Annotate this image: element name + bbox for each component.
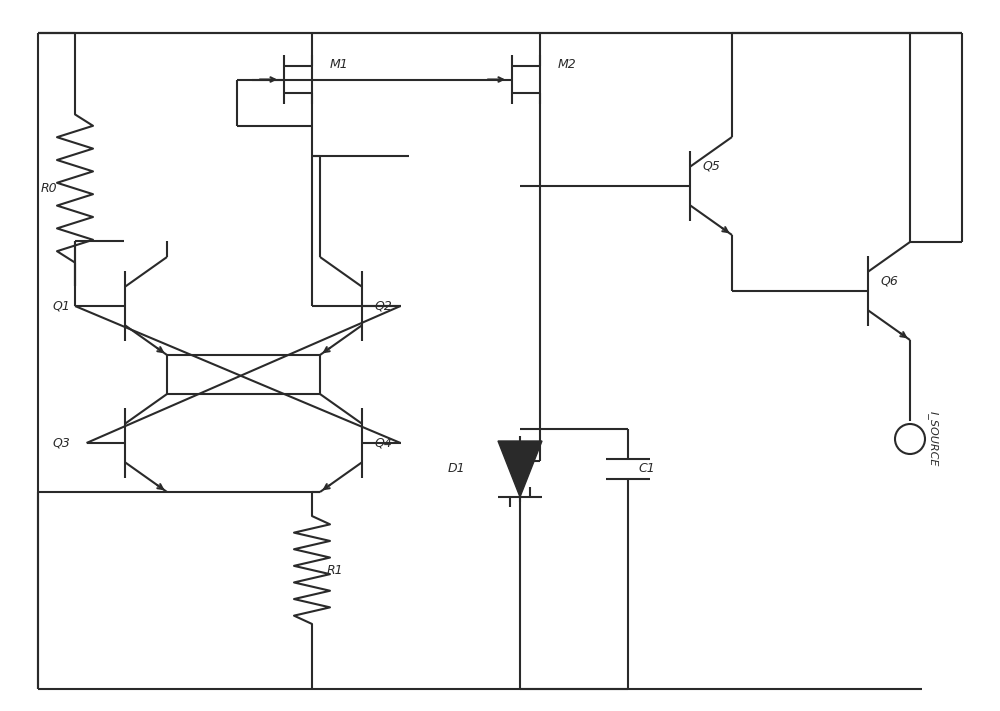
Text: Q3: Q3 [52, 437, 70, 449]
Polygon shape [498, 441, 542, 497]
Text: M2: M2 [558, 58, 577, 71]
Text: Q2: Q2 [374, 299, 392, 313]
Text: Q4: Q4 [374, 437, 392, 449]
Text: C1: C1 [638, 462, 655, 476]
Text: I_SOURCE: I_SOURCE [928, 411, 939, 466]
Text: Q5: Q5 [702, 159, 720, 173]
Text: R0: R0 [40, 182, 57, 195]
Text: Q6: Q6 [880, 274, 898, 287]
Text: M1: M1 [330, 58, 349, 71]
Text: R1: R1 [327, 564, 344, 577]
Text: Q1: Q1 [52, 299, 70, 313]
Text: D1: D1 [447, 462, 465, 476]
